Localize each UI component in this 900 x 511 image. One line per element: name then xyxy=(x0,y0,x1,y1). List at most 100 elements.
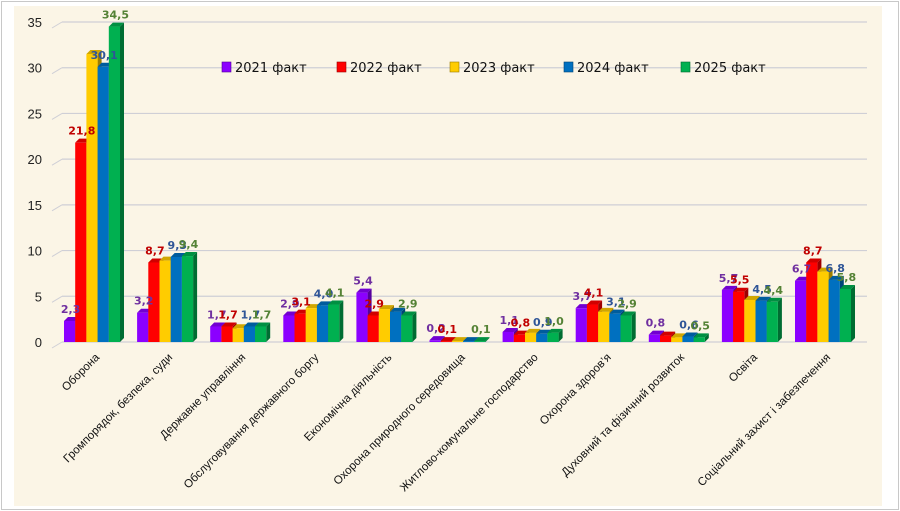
legend-item: 2022 факт xyxy=(336,61,422,76)
data-label: 3,2 xyxy=(134,295,154,308)
x-tick-label: Житлово-комунальне господарство xyxy=(398,352,541,495)
gridline-slant xyxy=(51,250,63,258)
bar-group xyxy=(795,258,855,342)
data-label: 6,8 xyxy=(825,262,845,275)
bar-group xyxy=(502,327,563,342)
bar xyxy=(356,292,368,342)
bar-side xyxy=(120,22,124,342)
bar-top xyxy=(328,300,344,305)
bar xyxy=(97,66,109,343)
bar xyxy=(210,326,222,342)
x-tick-label: Духовний та фізичний розвиток xyxy=(560,351,688,479)
bar xyxy=(806,262,818,342)
bar-top xyxy=(390,307,406,312)
bar-top xyxy=(502,327,518,332)
legend-item: 2024 факт xyxy=(563,61,649,76)
bar-group xyxy=(137,252,198,342)
bar xyxy=(547,332,559,342)
legend: 2021 факт 2022 факт 2023 факт 2024 факт 2025… xyxy=(221,61,766,76)
bar-group xyxy=(429,336,490,342)
bar-top xyxy=(620,311,636,316)
bar xyxy=(232,328,244,342)
data-label: 5,5 xyxy=(730,274,750,287)
bar xyxy=(440,341,452,342)
bar-top xyxy=(733,287,749,292)
data-label: 1,7 xyxy=(218,308,238,321)
data-label: 2,9 xyxy=(617,297,637,310)
bar xyxy=(755,300,767,342)
legend-swatch xyxy=(449,61,460,73)
bar-top xyxy=(401,311,417,316)
legend-label: 2021 факт xyxy=(235,61,307,76)
bar xyxy=(620,315,632,342)
y-axis: 0 5 10 15 20 25 30 35 xyxy=(28,15,42,350)
bar xyxy=(721,289,734,342)
bar-top xyxy=(525,328,541,333)
bar xyxy=(451,341,464,342)
bar-top xyxy=(255,322,271,327)
bar-top xyxy=(806,258,822,263)
bar-top xyxy=(86,50,102,54)
gridline-slant xyxy=(51,21,63,29)
data-label: 0,6 xyxy=(679,319,699,332)
bar xyxy=(255,326,267,342)
bar xyxy=(575,308,587,342)
data-label: 0,2 xyxy=(426,322,446,335)
gridline-slant xyxy=(51,204,63,212)
bar-top xyxy=(474,337,490,342)
data-label: 9,4 xyxy=(179,238,199,251)
bar-top xyxy=(429,336,445,341)
gridline-slant xyxy=(51,112,63,120)
data-label: 2,9 xyxy=(280,297,300,310)
bar xyxy=(328,304,340,342)
bars xyxy=(64,22,855,343)
bar-top xyxy=(828,275,844,280)
data-label: 4,0 xyxy=(314,287,334,300)
bar xyxy=(817,271,829,342)
bar xyxy=(378,309,390,342)
legend-swatch xyxy=(680,61,691,73)
bar xyxy=(525,332,537,342)
data-label: 1,7 xyxy=(252,308,272,321)
bar-top xyxy=(378,305,394,310)
bar-side xyxy=(851,284,855,342)
bar xyxy=(294,313,306,342)
bar xyxy=(744,299,756,342)
data-label: 3,7 xyxy=(573,290,593,303)
data-label: 4,1 xyxy=(584,287,604,300)
legend-item: 2023 факт xyxy=(449,61,535,76)
bar xyxy=(609,313,621,342)
bar-side xyxy=(777,297,782,342)
bar xyxy=(316,305,329,342)
bar xyxy=(367,315,379,342)
bar xyxy=(536,333,548,342)
legend-swatch xyxy=(563,61,574,73)
bar-side xyxy=(485,337,490,342)
bar xyxy=(693,337,705,342)
bar-top xyxy=(108,22,124,27)
bar-top xyxy=(181,252,198,257)
bar-top xyxy=(451,337,468,342)
bar-group xyxy=(64,22,124,343)
bar-group xyxy=(283,300,344,342)
legend-label: 2025 факт xyxy=(694,61,766,76)
data-label: 0,5 xyxy=(690,319,710,332)
y-tick-label: 5 xyxy=(35,289,42,304)
data-label: 4,5 xyxy=(752,283,772,296)
bar xyxy=(660,335,672,342)
bar xyxy=(283,315,295,342)
data-label: 2,3 xyxy=(61,303,81,316)
bar xyxy=(64,320,76,342)
bar-top xyxy=(440,337,456,342)
bar-side xyxy=(704,333,709,342)
y-tick-label: 25 xyxy=(28,106,42,121)
x-tick-label: Оборона xyxy=(60,351,102,393)
data-label: 30,1 xyxy=(91,49,118,62)
bar xyxy=(586,304,599,342)
bar xyxy=(137,312,149,342)
bar xyxy=(181,256,194,342)
bar-top xyxy=(356,288,372,293)
bar-side xyxy=(558,328,563,342)
bar xyxy=(86,54,98,342)
